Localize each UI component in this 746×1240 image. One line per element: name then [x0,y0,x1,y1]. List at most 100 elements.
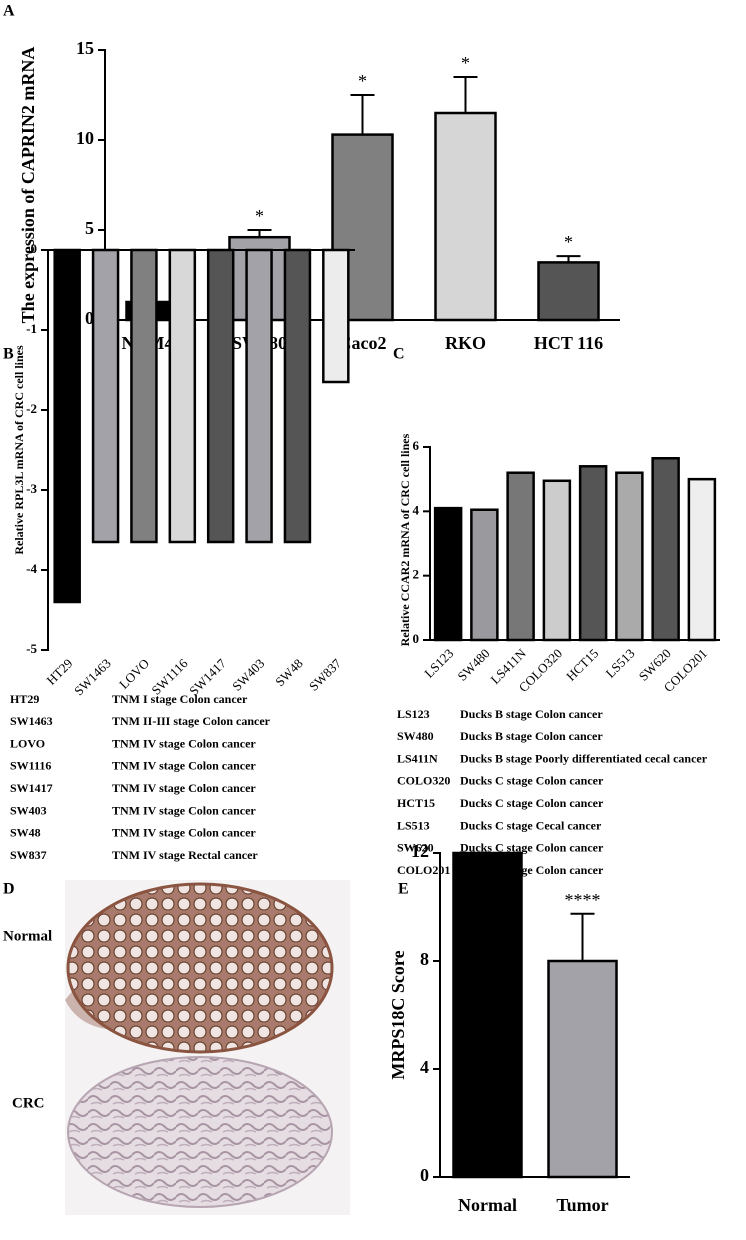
cell-line-stage: Ducks C stage Colon cancer [460,841,604,855]
y-tick-label: 6 [413,438,420,453]
y-tick-label: 8 [420,949,429,969]
y-tick-label: 0 [413,631,420,646]
x-tick-label: SW480 [454,646,492,684]
bar [168,248,197,544]
y-tick-label: -2 [26,401,37,416]
cell-line-stage: TNM IV stage Colon cancer [112,803,256,817]
bar [506,471,535,642]
x-tick-label: HCT15 [563,646,601,684]
bar [283,248,312,544]
cell-line-stage: TNM II-III stage Colon cancer [112,714,271,728]
bar [433,506,463,642]
cell-line-stage: TNM IV stage Colon cancer [112,759,256,773]
significance-label: * [564,232,573,252]
cell-line-name: SW1116 [10,759,51,773]
cell-line-stage: TNM IV stage Rectal cancer [112,848,258,862]
cell-line-name: SW48 [10,826,41,840]
cell-line-name: SW1463 [10,714,53,728]
x-tick-label: SW1463 [71,656,114,699]
cell-line-stage: TNM IV stage Colon cancer [112,736,256,750]
y-tick-label: 0 [31,241,38,256]
y-tick-label: 0 [85,308,94,328]
bar [615,471,644,642]
cell-line-stage: TNM IV stage Colon cancer [112,826,256,840]
cell-line-name: SW403 [10,803,47,817]
bar [245,248,273,544]
cell-line-name: COLO201 [397,863,450,877]
panel-label: E [398,881,409,898]
x-tick-label: Caco2 [339,333,387,353]
y-tick-label: -5 [26,641,37,656]
cell-line-name: SW837 [10,848,47,862]
y-axis-label: Relative CCAR2 mRNA of CRC cell lines [398,433,412,646]
x-tick-label: SW403 [229,656,267,694]
cell-line-name: COLO320 [397,774,450,788]
x-tick-label: HT29 [43,656,75,688]
cell-line-name: HCT15 [397,796,435,810]
y-tick-label: -4 [26,561,37,576]
image-label: Normal [3,928,52,944]
cell-line-name: SW480 [397,729,434,743]
y-tick-label: -3 [26,481,37,496]
cell-line-name: LS123 [397,707,430,721]
bar [651,457,680,642]
cell-line-stage: Ducks C stage Cecal cancer [460,818,602,832]
cell-line-name: SW620 [397,841,434,855]
cell-line-stage: Ducks D stage Colon cancer [460,863,604,877]
y-axis-label: Relative RPL3L mRNA of CRC cell lines [12,345,26,555]
cell-line-stage: Ducks C stage Colon cancer [460,774,604,788]
bar [53,248,81,604]
x-tick-label: LS123 [421,646,456,681]
x-tick-label: Normal [458,1195,517,1215]
normal-tissue [66,882,334,1054]
x-tick-label: SW837 [306,655,345,694]
bar [542,479,572,642]
bar [470,508,499,642]
bar [91,248,120,544]
cell-line-name: LOVO [10,736,45,750]
cell-line-name: SW1417 [10,781,53,795]
x-tick-label: LS513 [602,646,637,681]
y-tick-label: 5 [85,218,94,238]
y-tick-label: 4 [420,1057,429,1077]
tissue-images [65,880,350,1215]
y-axis-label: MRPS18C Score [388,950,408,1079]
significance-label: * [358,71,367,91]
significance-label: * [461,53,470,73]
panel-label: C [393,346,405,363]
cell-line-stage: Ducks B stage Colon cancer [460,729,603,743]
cell-line-stage: TNM IV stage Colon cancer [112,781,256,795]
bar [578,465,608,642]
bar [537,261,600,322]
bar [547,959,618,1179]
cell-line-stage: Ducks B stage Poorly differentiated ceca… [460,751,708,765]
bar [130,248,158,544]
cell-line-stage: TNM I stage Colon cancer [112,692,248,706]
y-tick-label: 0 [420,1165,429,1185]
panel-label: A [3,3,15,20]
x-tick-label: RKO [445,333,486,353]
bar [322,248,350,384]
y-tick-label: 2 [413,567,420,582]
x-tick-label: Tumor [556,1195,608,1215]
image-label: CRC [12,1095,45,1111]
cell-line-name: LS411N [397,751,438,765]
crc-tissue [67,1056,333,1208]
y-tick-label: 10 [76,128,94,148]
cell-line-name: LS513 [397,818,430,832]
bar [452,851,523,1179]
significance-label: **** [565,890,601,910]
x-tick-label: HCT 116 [534,333,603,353]
panel-label: D [3,881,15,898]
y-tick-label: 15 [76,38,94,58]
significance-label: * [255,206,264,226]
y-tick-label: -1 [26,321,37,336]
cell-line-name: HT29 [10,692,39,706]
panel-label: B [3,346,14,363]
x-tick-label: LOVO [116,656,152,692]
bar [687,477,717,642]
bar [434,111,497,322]
y-tick-label: 12 [411,841,429,861]
cell-line-stage: Ducks C stage Colon cancer [460,796,604,810]
